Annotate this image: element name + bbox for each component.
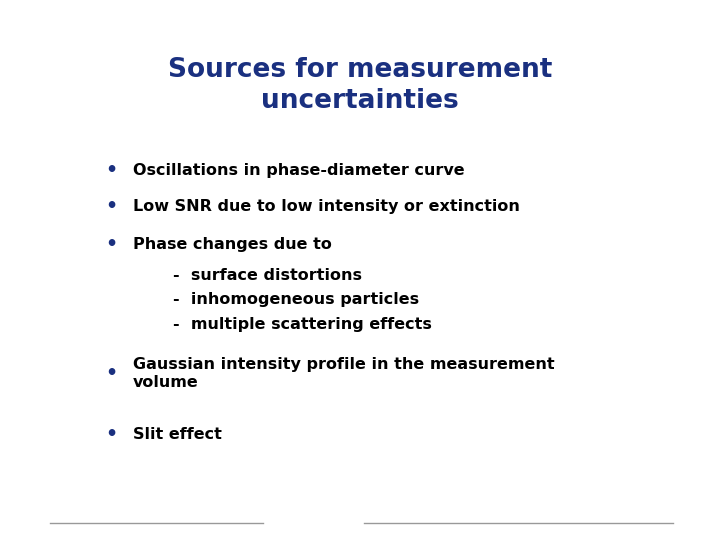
Text: Oscillations in phase-diameter curve: Oscillations in phase-diameter curve [133, 163, 465, 178]
Text: •: • [106, 160, 117, 180]
Text: Slit effect: Slit effect [133, 427, 222, 442]
Text: Phase changes due to: Phase changes due to [133, 237, 332, 252]
Text: •: • [106, 425, 117, 444]
Text: •: • [106, 197, 117, 216]
Text: Sources for measurement
uncertainties: Sources for measurement uncertainties [168, 57, 552, 114]
Text: •: • [106, 364, 117, 383]
Text: •: • [106, 234, 117, 254]
Text: -  multiple scattering effects: - multiple scattering effects [173, 316, 432, 332]
Text: Low SNR due to low intensity or extinction: Low SNR due to low intensity or extincti… [133, 199, 520, 214]
Text: -  inhomogeneous particles: - inhomogeneous particles [173, 292, 419, 307]
Text: Gaussian intensity profile in the measurement
volume: Gaussian intensity profile in the measur… [133, 357, 555, 390]
Text: -  surface distortions: - surface distortions [173, 268, 361, 283]
